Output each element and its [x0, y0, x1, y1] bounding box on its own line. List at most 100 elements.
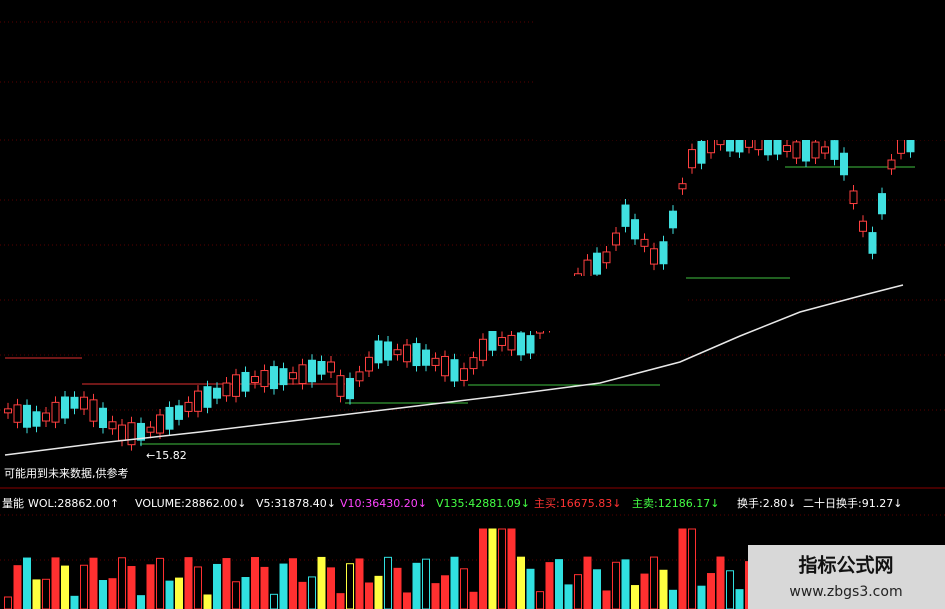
candle-body: [469, 357, 478, 370]
watermark-box: [748, 545, 945, 609]
volume-bar: [460, 568, 468, 609]
volume-bar: [4, 596, 12, 609]
candle-body: [868, 232, 877, 254]
volume-bar: [184, 557, 193, 609]
candle-body: [593, 252, 601, 275]
volume-bar: [612, 561, 620, 609]
volume-bar: [688, 528, 696, 609]
volume-bar: [593, 569, 601, 609]
volume-bar: [583, 556, 592, 609]
candle-body: [346, 377, 354, 400]
candle-body: [412, 343, 421, 367]
volume-bar: [213, 563, 221, 609]
candle-body: [327, 361, 335, 373]
candle-body: [127, 422, 136, 446]
volume-bar: [146, 564, 155, 609]
candle-body: [260, 370, 269, 388]
indicator-label: 主卖:12186.17↓: [632, 497, 719, 510]
candle-body: [640, 238, 649, 247]
volume-bar: [621, 559, 630, 609]
volume-bar: [137, 595, 145, 609]
candle-body: [650, 248, 658, 265]
redaction: [260, 276, 686, 331]
volume-bar: [336, 593, 345, 609]
volume-bar: [707, 573, 715, 609]
candle-body: [184, 401, 193, 412]
volume-bar: [631, 585, 639, 609]
indicator-label: V135:42881.09↓: [436, 497, 530, 510]
candle-body: [498, 337, 506, 346]
candle-body: [70, 396, 79, 409]
volume-bar: [574, 574, 582, 609]
candle-body: [270, 366, 278, 390]
volume-bar: [70, 595, 79, 609]
candle-body: [697, 140, 706, 164]
volume-bar: [89, 557, 98, 609]
candle-body: [222, 382, 231, 397]
candle-body: [279, 368, 288, 386]
volume-bar: [194, 566, 202, 609]
candle-body: [156, 414, 164, 434]
volume-bar: [507, 528, 516, 609]
candle-body: [821, 146, 829, 154]
candle-body: [859, 220, 867, 232]
volume-bar: [251, 557, 259, 609]
volume-bar: [545, 562, 554, 609]
indicator-label: V5:31878.40↓: [256, 497, 336, 510]
candle-body: [393, 349, 402, 356]
candle-body: [289, 372, 297, 380]
volume-bar: [156, 557, 164, 609]
candle-body: [612, 232, 620, 246]
candle-body: [441, 355, 449, 377]
candle-body: [678, 183, 687, 190]
volume-bar: [99, 580, 107, 609]
candle-body: [811, 141, 820, 159]
candle-body: [431, 357, 440, 366]
volume-bar: [175, 577, 183, 609]
candle-body: [792, 141, 801, 159]
moving-average: [4, 284, 904, 456]
volume-bar: [23, 557, 31, 609]
candle-body: [384, 341, 392, 361]
volume-bar: [108, 578, 117, 609]
volume-bar: [393, 567, 402, 609]
candle-body: [669, 210, 677, 229]
candle-body: [517, 332, 525, 356]
volume-bar: [536, 591, 544, 609]
volume-bar: [42, 578, 50, 609]
candle-body: [783, 145, 791, 152]
volume-bar: [659, 569, 668, 609]
candle-body: [602, 251, 611, 264]
candle-body: [507, 334, 516, 351]
watermark-name: 指标公式网: [798, 554, 893, 577]
warning-text: 可能用到未来数据,供参考: [4, 466, 129, 480]
candle-body: [241, 371, 250, 392]
volume-bar: [317, 556, 326, 609]
candle-body: [374, 340, 383, 364]
volume-bar: [678, 528, 687, 609]
candle-body: [460, 368, 468, 381]
candle-body: [99, 407, 107, 429]
candle-body: [23, 404, 31, 428]
candle-body: [194, 390, 202, 412]
volume-bar: [517, 556, 525, 609]
candle-body: [631, 219, 639, 240]
volume-bar: [298, 581, 307, 609]
volume-bar: [61, 565, 69, 609]
candle-body: [365, 356, 373, 372]
candle-body: [840, 152, 848, 176]
panel-title: 量能: [2, 496, 24, 510]
volume-bar: [308, 576, 316, 609]
volume-bar: [441, 575, 449, 609]
volume-bar: [479, 528, 487, 609]
volume-bar: [555, 559, 563, 609]
candle-body: [488, 329, 497, 351]
candle-body: [403, 344, 411, 363]
volume-bar: [270, 593, 278, 609]
candle-body: [175, 405, 183, 420]
candle-body: [203, 386, 212, 408]
candle-body: [887, 159, 896, 170]
volume-bar: [412, 562, 421, 609]
volume-bar: [374, 575, 383, 609]
